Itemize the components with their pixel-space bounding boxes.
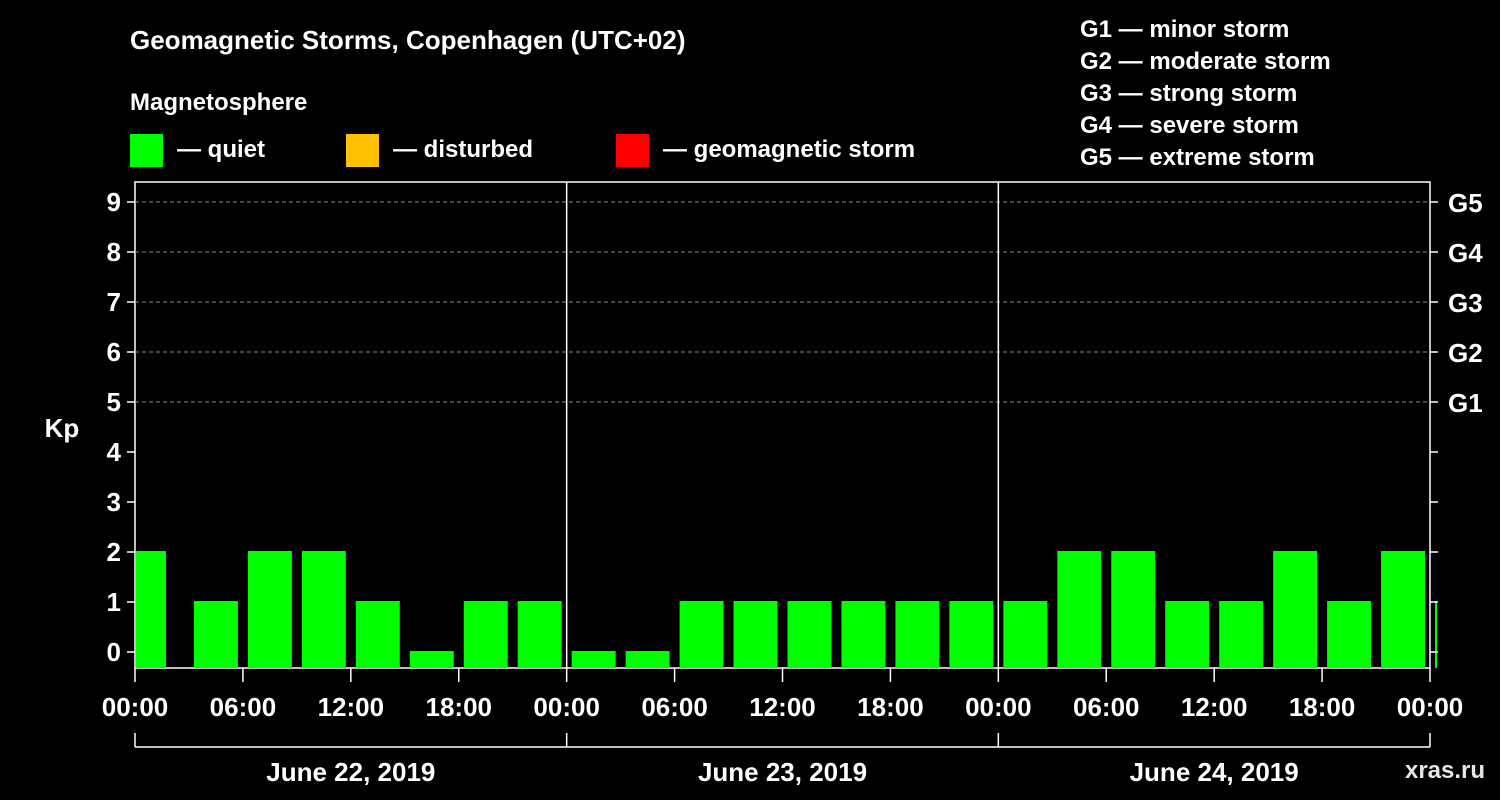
- bar-9: [625, 651, 670, 668]
- y-tick-label-5: 5: [107, 387, 121, 417]
- y-tick-label-6: 6: [107, 337, 121, 367]
- bar-14: [895, 601, 940, 668]
- x-tick-label-2: 12:00: [318, 692, 385, 722]
- day-label-0: June 22, 2019: [266, 757, 435, 787]
- g-scale-label-1: G2: [1448, 338, 1483, 368]
- bar-21: [1273, 551, 1318, 668]
- bar-13: [841, 601, 886, 668]
- y-tick-label-8: 8: [107, 237, 121, 267]
- bar-19: [1165, 601, 1210, 668]
- y-tick-label-1: 1: [107, 587, 121, 617]
- x-tick-label-4: 00:00: [533, 692, 600, 722]
- bar-23: [1381, 551, 1425, 668]
- x-tick-label-11: 18:00: [1289, 692, 1356, 722]
- x-tick-label-7: 18:00: [857, 692, 924, 722]
- x-tick-label-5: 06:00: [641, 692, 708, 722]
- bar-10: [679, 601, 724, 668]
- bar-7: [517, 601, 562, 668]
- legend-swatch-2: [616, 134, 649, 167]
- g-scale-label-4: G5: [1448, 188, 1483, 218]
- y-tick-label-9: 9: [107, 187, 121, 217]
- bar-0: [136, 551, 166, 668]
- legend-swatch-1: [346, 134, 379, 167]
- y-tick-label-2: 2: [107, 537, 121, 567]
- scale-legend-item-3: G4 — severe storm: [1080, 112, 1299, 139]
- x-tick-label-9: 06:00: [1073, 692, 1140, 722]
- bar-6: [463, 601, 508, 668]
- legend-label-2: — geomagnetic storm: [663, 136, 915, 163]
- bar-18: [1111, 551, 1156, 668]
- plot-area: 0 1 2 3 4 5 6 7 8 9 G1 G2 G3 G4 G5 00:00 06:00 12:00 18:00…: [102, 181, 1483, 787]
- x-tick-label-3: 18:00: [426, 692, 493, 722]
- day-label-1: June 23, 2019: [698, 757, 867, 787]
- legend-swatch-0: [130, 134, 163, 167]
- scale-legend-item-4: G5 — extreme storm: [1080, 144, 1315, 171]
- y-tick-label-4: 4: [107, 437, 122, 467]
- bar-22: [1327, 601, 1372, 668]
- day-label-2: June 24, 2019: [1130, 757, 1299, 787]
- legend-label-0: — quiet: [177, 136, 265, 163]
- scale-legend-item-1: G2 — moderate storm: [1080, 48, 1331, 75]
- legend-heading: Magnetosphere: [130, 89, 307, 116]
- scale-legend-item-0: G1 — minor storm: [1080, 16, 1289, 43]
- y-tick-label-0: 0: [107, 637, 121, 667]
- watermark: xras.ru: [1405, 757, 1485, 784]
- bar-8: [571, 651, 616, 668]
- y-tick-label-7: 7: [107, 287, 121, 317]
- bar-11: [733, 601, 778, 668]
- bar-1: [193, 601, 238, 668]
- chart-title: Geomagnetic Storms, Copenhagen (UTC+02): [130, 25, 685, 55]
- bar-4: [355, 601, 400, 668]
- x-tick-label-8: 00:00: [965, 692, 1032, 722]
- bar-15: [949, 601, 994, 668]
- scale-legend-item-2: G3 — strong storm: [1080, 80, 1297, 107]
- bar-5: [409, 651, 454, 668]
- bar-3: [301, 551, 346, 668]
- bar-17: [1057, 551, 1102, 668]
- y-axis-label: Kp: [45, 413, 80, 443]
- bar-12: [787, 601, 832, 668]
- bar-2: [247, 551, 292, 668]
- x-tick-label-1: 06:00: [210, 692, 277, 722]
- x-tick-label-6: 12:00: [749, 692, 816, 722]
- y-tick-label-3: 3: [107, 487, 121, 517]
- g-scale-label-3: G4: [1448, 238, 1483, 268]
- x-tick-label-0: 00:00: [102, 692, 169, 722]
- bar-24: [1435, 601, 1437, 668]
- g-scale-label-0: G1: [1448, 388, 1483, 418]
- legend-label-1: — disturbed: [393, 136, 533, 163]
- storm-scale-legend: G1 — minor storm G2 — moderate storm G3 — …: [1080, 16, 1331, 171]
- x-tick-label-12: 00:00: [1397, 692, 1464, 722]
- legend: — quiet — disturbed — geomagnetic storm: [130, 134, 915, 167]
- g-scale-label-2: G3: [1448, 288, 1483, 318]
- bar-20: [1219, 601, 1264, 668]
- x-tick-label-10: 12:00: [1181, 692, 1248, 722]
- bar-16: [1003, 601, 1048, 668]
